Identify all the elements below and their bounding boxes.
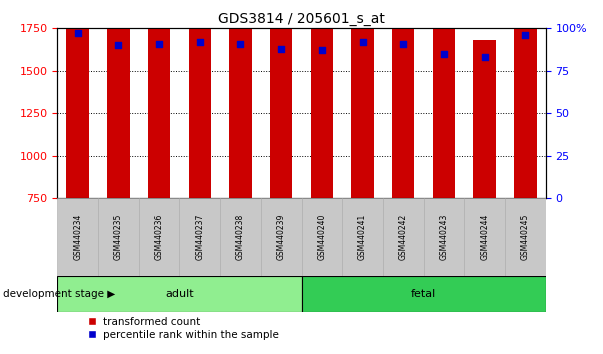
Bar [57,198,98,276]
Bar [352,0,374,198]
Point [236,41,245,46]
Bar [220,198,261,276]
Bar [423,198,464,276]
Text: GSM440240: GSM440240 [317,214,326,261]
Bar [343,198,383,276]
Bar [139,198,180,276]
Text: GSM440243: GSM440243 [440,214,449,261]
Text: GSM440235: GSM440235 [114,214,123,261]
Bar [473,40,496,198]
Bar [464,198,505,276]
Text: fetal: fetal [411,289,436,299]
Point [439,51,449,57]
Bar [229,0,251,198]
Point [154,41,164,46]
Bar [514,0,537,198]
Bar [383,198,423,276]
Bar [66,0,89,198]
Text: GSM440245: GSM440245 [521,214,530,261]
Bar [433,22,455,198]
Bar [107,5,130,198]
Point [276,46,286,52]
Text: GSM440238: GSM440238 [236,214,245,260]
Text: GSM440239: GSM440239 [277,214,286,261]
Bar [57,276,302,312]
Point [317,47,327,53]
Point [195,39,204,45]
Legend: transformed count, percentile rank within the sample: transformed count, percentile rank withi… [87,317,279,340]
Point [520,32,530,38]
Text: GSM440244: GSM440244 [480,214,489,261]
Text: GSM440234: GSM440234 [73,214,82,261]
Bar [505,198,546,276]
Bar [189,0,211,198]
Point [73,30,83,36]
Bar [270,1,292,198]
Point [358,39,367,45]
Bar [261,198,302,276]
Bar [148,0,170,198]
Bar [302,198,343,276]
Bar [392,0,414,198]
Point [113,42,123,48]
Bar [311,8,333,198]
Bar [302,276,546,312]
Point [480,55,490,60]
Text: GSM440237: GSM440237 [195,214,204,261]
Text: adult: adult [165,289,194,299]
Bar [98,198,139,276]
Text: GSM440241: GSM440241 [358,214,367,260]
Title: GDS3814 / 205601_s_at: GDS3814 / 205601_s_at [218,12,385,26]
Bar [180,198,220,276]
Text: GSM440242: GSM440242 [399,214,408,260]
Text: GSM440236: GSM440236 [154,214,163,261]
Text: development stage ▶: development stage ▶ [3,289,115,299]
Point [399,41,408,46]
